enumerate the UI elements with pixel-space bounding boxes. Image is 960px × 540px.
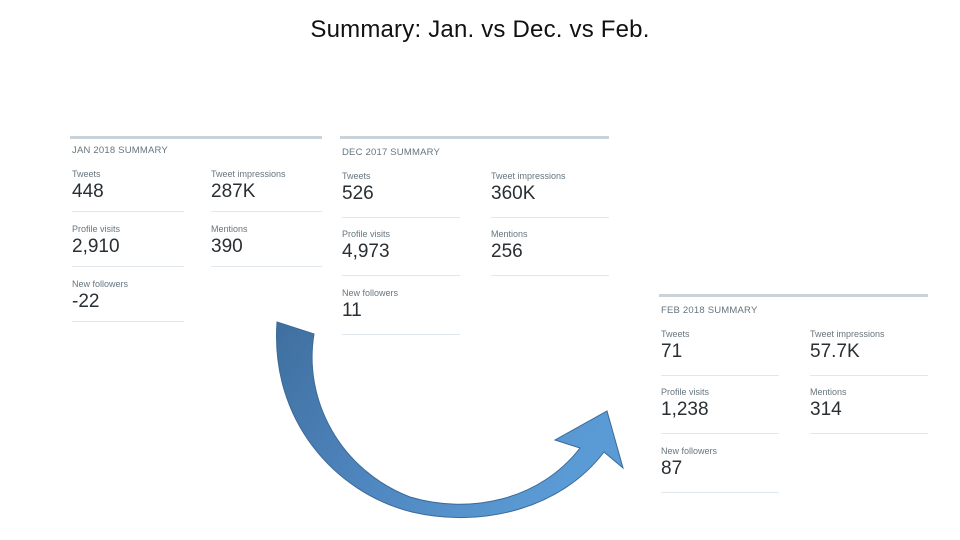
metric-value: 526 bbox=[342, 183, 374, 204]
feb-summary-panel: FEB 2018 SUMMARY Tweets 71 Tweet impress… bbox=[659, 294, 928, 495]
metric-tweets: Tweets 71 bbox=[661, 329, 779, 376]
metric-impressions: Tweet impressions 360K bbox=[491, 171, 609, 218]
metric-label: Mentions bbox=[491, 229, 528, 239]
metric-label: New followers bbox=[72, 279, 129, 289]
panel-title: FEB 2018 SUMMARY bbox=[661, 305, 758, 316]
slide-title: Summary: Jan. vs Dec. vs Feb. bbox=[310, 16, 650, 43]
metric-value: -22 bbox=[72, 291, 100, 312]
panel-title: DEC 2017 SUMMARY bbox=[342, 147, 441, 158]
metric-value: 448 bbox=[72, 181, 104, 202]
metric-mentions: Mentions 390 bbox=[211, 224, 322, 267]
metric-label: New followers bbox=[661, 446, 718, 456]
metric-new-followers: New followers -22 bbox=[72, 279, 184, 322]
metric-value: 390 bbox=[211, 236, 243, 257]
metric-value: 1,238 bbox=[661, 399, 709, 420]
metric-label: Tweets bbox=[72, 169, 101, 179]
metric-mentions: Mentions 256 bbox=[491, 229, 609, 276]
metric-profile-visits: Profile visits 1,238 bbox=[661, 387, 779, 434]
metric-value: 11 bbox=[342, 300, 362, 321]
metric-label: Mentions bbox=[810, 387, 847, 397]
metric-profile-visits: Profile visits 4,973 bbox=[342, 229, 460, 276]
metric-value: 314 bbox=[810, 399, 842, 420]
metric-label: Profile visits bbox=[661, 387, 710, 397]
metric-label: Profile visits bbox=[342, 229, 391, 239]
metric-tweets: Tweets 526 bbox=[342, 171, 460, 218]
metric-value: 360K bbox=[491, 183, 536, 204]
metric-label: Tweet impressions bbox=[491, 171, 566, 181]
metric-value: 4,973 bbox=[342, 241, 390, 262]
metric-value: 71 bbox=[661, 341, 683, 362]
metric-label: Tweet impressions bbox=[211, 169, 286, 179]
metric-value: 2,910 bbox=[72, 236, 120, 257]
dec-summary-panel: DEC 2017 SUMMARY Tweets 526 Tweet impres… bbox=[340, 136, 609, 337]
metric-impressions: Tweet impressions 57.7K bbox=[810, 329, 928, 376]
jan-summary-panel: JAN 2018 SUMMARY Tweets 448 Tweet impres… bbox=[70, 136, 322, 329]
metric-value: 57.7K bbox=[810, 341, 860, 362]
metric-profile-visits: Profile visits 2,910 bbox=[72, 224, 184, 267]
metric-value: 256 bbox=[491, 241, 523, 262]
metric-label: Mentions bbox=[211, 224, 248, 234]
metric-impressions: Tweet impressions 287K bbox=[211, 169, 322, 212]
metric-new-followers: New followers 87 bbox=[661, 446, 779, 493]
metric-value: 87 bbox=[661, 458, 683, 479]
metric-label: Tweet impressions bbox=[810, 329, 885, 339]
metric-label: Tweets bbox=[342, 171, 371, 181]
metric-new-followers: New followers 11 bbox=[342, 288, 460, 335]
panel-title: JAN 2018 SUMMARY bbox=[72, 145, 168, 156]
metric-value: 287K bbox=[211, 181, 256, 202]
metric-tweets: Tweets 448 bbox=[72, 169, 184, 212]
metric-label: New followers bbox=[342, 288, 399, 298]
metric-mentions: Mentions 314 bbox=[810, 387, 928, 434]
metric-label: Tweets bbox=[661, 329, 690, 339]
metric-label: Profile visits bbox=[72, 224, 121, 234]
